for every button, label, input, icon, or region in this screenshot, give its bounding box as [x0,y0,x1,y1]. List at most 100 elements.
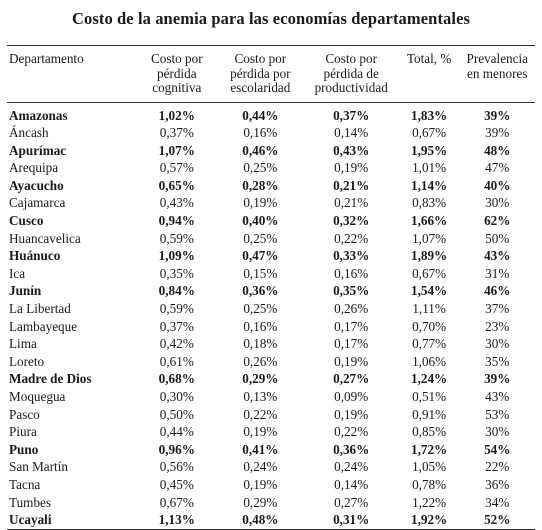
cell-costo-cognitiva: 0,56% [159,459,194,475]
cell-departamento: Puno [9,441,39,457]
cell-costo-cognitiva: 0,59% [159,230,194,246]
cell-costo-escolaridad: 0,18% [243,336,278,352]
table-row: Moquegua 0,30% 0,13% 0,09% 0,51% 43% [7,388,535,406]
cell-costo-escolaridad: 0,19% [243,476,278,492]
cell-prevalencia: 30% [485,195,510,211]
cell-costo-productividad: 0,32% [333,213,370,229]
cell-costo-escolaridad: 0,28% [242,177,279,193]
table-row: Amazonas 1,02% 0,44% 0,37% 1,83% 39% [7,102,535,124]
cell-costo-escolaridad: 0,24% [243,459,278,475]
table-title: Costo de la anemia para las economías de… [71,9,471,28]
cell-departamento: Huánuco [9,248,61,264]
cell-prevalencia: 47% [485,160,510,176]
table-row: Lima 0,42% 0,18% 0,17% 0,77% 30% [7,335,535,353]
header-prevalencia: Prevalencia en menores [466,51,529,81]
cell-costo-escolaridad: 0,19% [243,195,278,211]
cell-costo-cognitiva: 0,67% [159,494,194,510]
cell-costo-escolaridad: 0,16% [243,318,278,334]
table-row: Ica 0,35% 0,15% 0,16% 0,67% 31% [7,265,535,283]
table-body: Amazonas 1,02% 0,44% 0,37% 1,83% 39% Áncash 0,3… [7,102,535,530]
cell-costo-escolaridad: 0,15% [243,265,278,281]
cell-costo-escolaridad: 0,44% [242,107,279,123]
cell-costo-escolaridad: 0,26% [243,353,278,369]
table-row: Áncash 0,37% 0,16% 0,14% 0,67% 39% [7,124,535,142]
cell-prevalencia: 30% [485,424,510,440]
cell-prevalencia: 62% [484,213,511,229]
cell-prevalencia: 37% [485,301,510,317]
cell-costo-productividad: 0,36% [333,441,370,457]
cell-departamento: Ica [9,265,26,281]
cell-prevalencia: 43% [485,389,510,404]
table-row: Cusco 0,94% 0,40% 0,32% 1,66% 62% [7,212,535,230]
cell-costo-escolaridad: 0,40% [242,213,279,229]
cell-costo-productividad: 0,21% [333,177,370,193]
cell-prevalencia: 31% [485,265,510,281]
cell-costo-productividad: 0,17% [334,318,369,334]
cell-costo-productividad: 0,26% [334,301,369,317]
table-row: Madre de Dios 0,68% 0,29% 0,27% 1,24% 39% [7,370,535,388]
header-row: Departamento Costo por pérdida cognitiva… [7,45,535,102]
cell-costo-escolaridad: 0,19% [243,424,278,440]
header-costo-cognitiva: Costo por pérdida cognitiva [150,51,203,95]
table-row: Piura 0,44% 0,19% 0,22% 0,85% 30% [7,423,535,441]
cell-total: 1,05% [412,459,447,475]
cell-costo-cognitiva: 0,94% [158,213,195,229]
cell-total: 1,83% [410,107,448,123]
cell-departamento: Madre de Dios [9,371,92,387]
table-row: Cajamarca 0,43% 0,19% 0,21% 0,83% 30% [7,194,535,212]
cell-prevalencia: 39% [485,125,510,141]
cell-costo-productividad: 0,17% [334,336,369,352]
cell-departamento: Pasco [9,406,40,422]
table-row: Puno 0,96% 0,41% 0,36% 1,72% 54% [7,441,535,459]
cell-prevalencia: 54% [484,441,511,457]
cell-total: 1,92% [410,512,448,528]
cell-total: 0,51% [412,389,447,404]
cell-costo-escolaridad: 0,46% [242,142,279,158]
cell-prevalencia: 52% [484,512,511,528]
cell-costo-escolaridad: 0,29% [242,371,279,387]
cell-prevalencia: 43% [484,248,511,264]
cell-departamento: Lima [9,336,37,352]
cell-total: 1,14% [410,177,448,193]
table-row: Ayacucho 0,65% 0,28% 0,21% 1,14% 40% [7,177,535,195]
cell-costo-cognitiva: 0,44% [159,424,194,440]
cell-prevalencia: 35% [485,353,510,369]
cell-costo-productividad: 0,43% [333,142,370,158]
cell-costo-cognitiva: 0,68% [158,371,195,387]
table-row: Apurímac 1,07% 0,46% 0,43% 1,95% 48% [7,142,535,160]
cell-costo-productividad: 0,24% [334,459,369,475]
cell-costo-cognitiva: 0,96% [158,441,195,457]
cell-departamento: Cusco [9,213,44,229]
table-row: San Martín 0,56% 0,24% 0,24% 1,05% 22% [7,458,535,476]
table-row: Junín 0,84% 0,36% 0,35% 1,54% 46% [7,282,535,300]
cell-departamento: Amazonas [9,107,68,123]
cell-prevalencia: 50% [485,230,510,246]
cell-prevalencia: 40% [484,177,511,193]
cell-costo-productividad: 0,27% [333,371,370,387]
cell-prevalencia: 39% [484,107,511,123]
cell-costo-escolaridad: 0,25% [243,160,278,176]
cell-costo-productividad: 0,37% [333,107,370,123]
cell-costo-productividad: 0,33% [333,248,370,264]
cell-total: 1,07% [412,230,447,246]
cell-departamento: Ayacucho [9,177,64,193]
cell-prevalencia: 39% [484,371,511,387]
cell-prevalencia: 23% [485,318,510,334]
table-row: Ucayali 1,13% 0,48% 0,31% 1,92% 52% [7,511,535,530]
cell-costo-cognitiva: 1,09% [158,248,195,264]
cell-departamento: Arequipa [9,160,59,176]
table-row: Loreto 0,61% 0,26% 0,19% 1,06% 35% [7,353,535,371]
header-costo-productividad: Costo por pérdida de productividad [314,51,388,95]
cell-departamento: Tacna [9,476,41,492]
cell-total: 1,89% [410,248,448,264]
cell-costo-cognitiva: 0,37% [159,125,194,141]
cell-costo-escolaridad: 0,48% [242,512,279,528]
cell-costo-cognitiva: 1,07% [158,142,195,158]
cell-costo-productividad: 0,19% [334,353,369,369]
cell-total: 0,78% [412,476,447,492]
cell-prevalencia: 34% [485,494,510,510]
cell-prevalencia: 30% [485,336,510,352]
cell-costo-productividad: 0,22% [334,230,369,246]
cell-departamento: Piura [9,424,37,440]
cell-departamento: Apurímac [9,142,67,158]
